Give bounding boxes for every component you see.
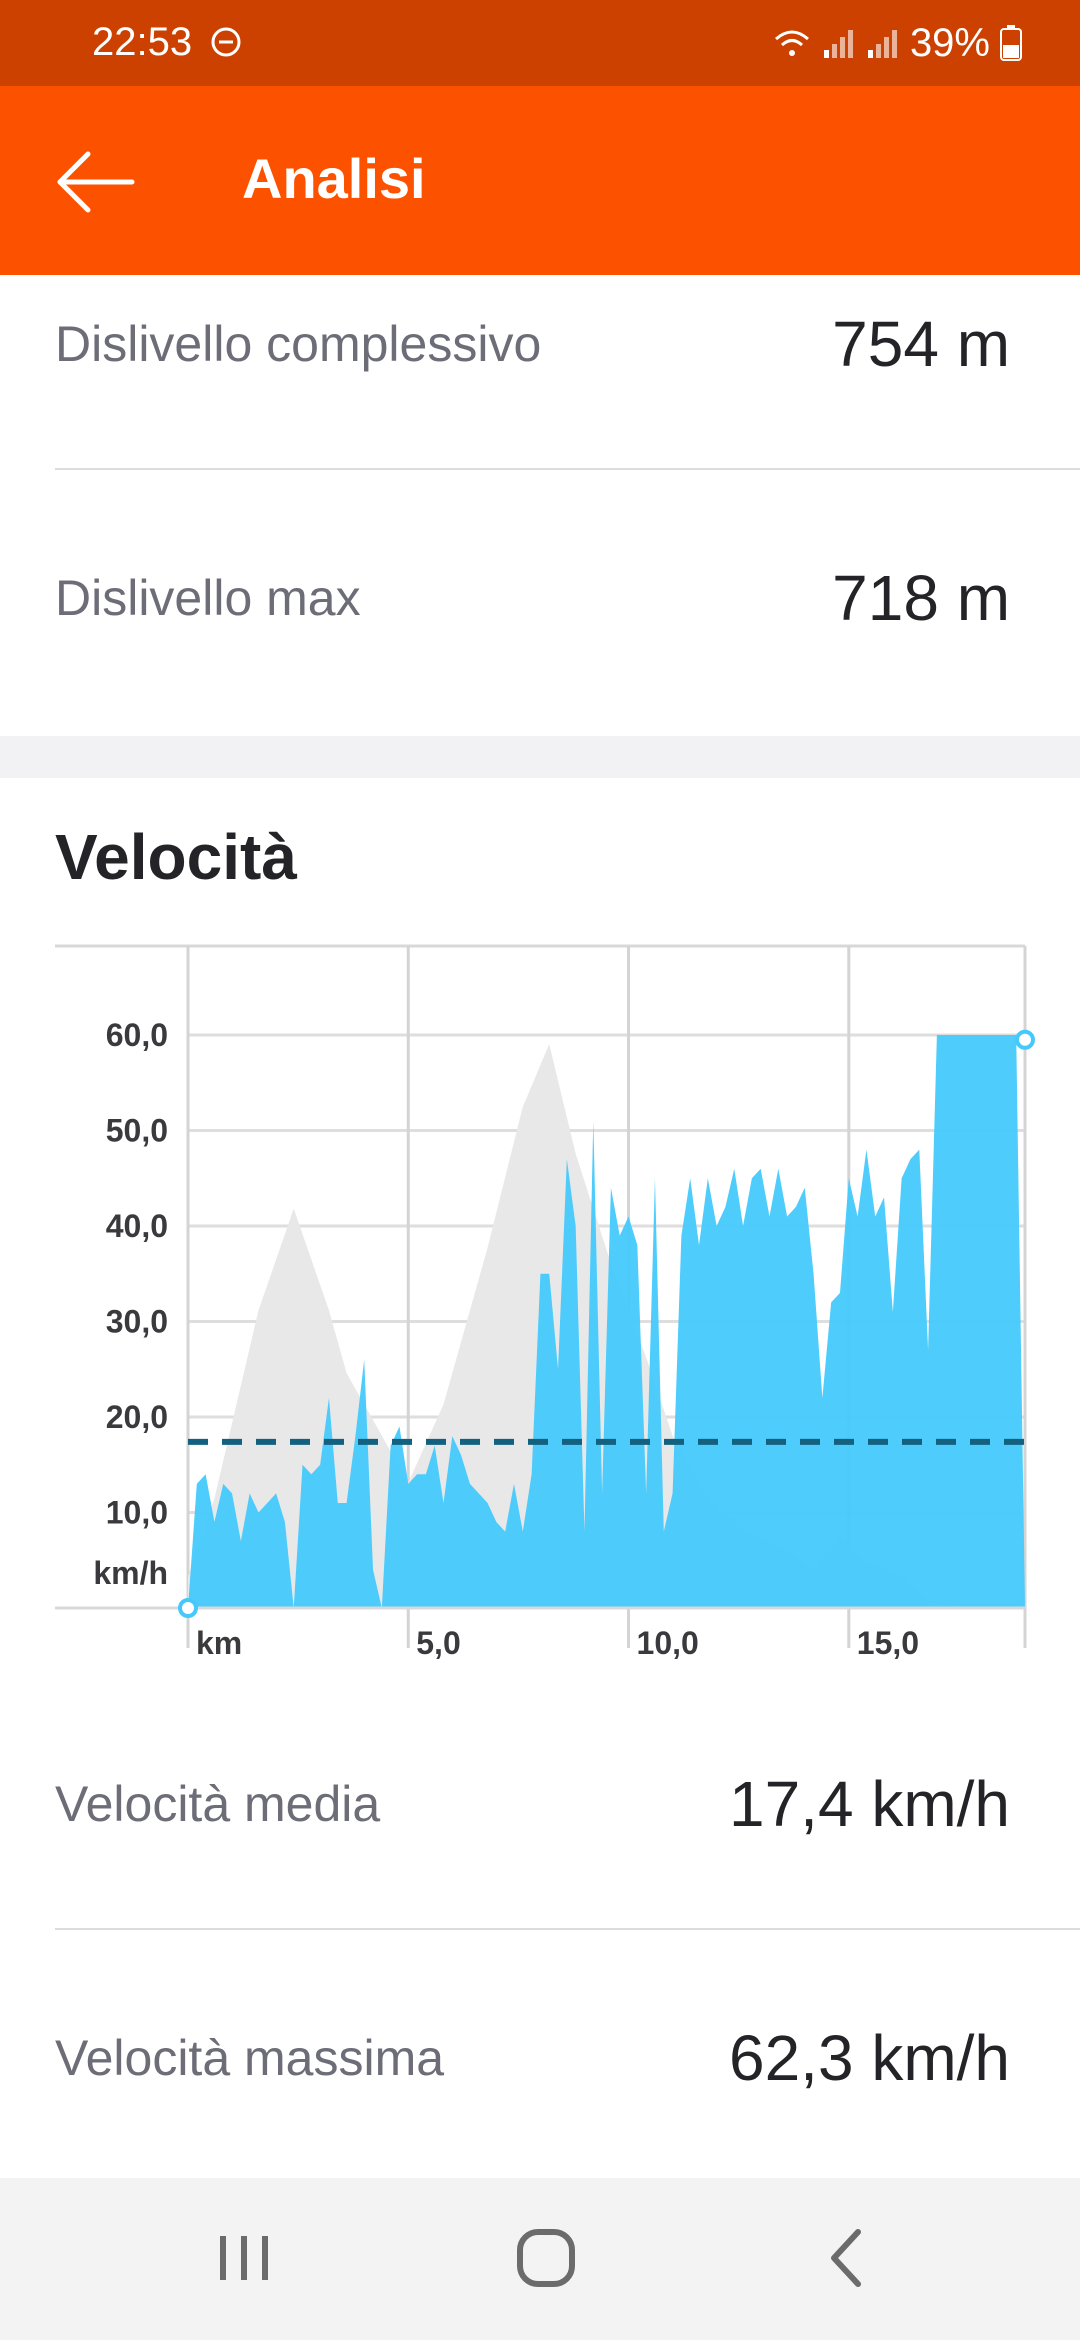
x-tick-label: 15,0 bbox=[857, 1625, 919, 1661]
battery-percent: 39% bbox=[909, 20, 990, 65]
y-tick-label: 30,0 bbox=[106, 1304, 168, 1340]
stat-row-total-elevation: Dislivello complessivo 754 m bbox=[55, 284, 1010, 404]
back-arrow-icon[interactable] bbox=[40, 132, 140, 232]
speed-area bbox=[188, 1035, 1025, 1608]
page-title: Analisi bbox=[242, 147, 426, 210]
app-bar: Analisi bbox=[0, 86, 1080, 275]
speed-chart[interactable]: 10,0 20,0 30,0 40,0 50,0 60,0 km/h km 5,0 10,0 15,… bbox=[0, 930, 1080, 1670]
y-tick-label: 20,0 bbox=[106, 1399, 168, 1435]
speed-chart-svg[interactable]: 10,0 20,0 30,0 40,0 50,0 60,0 km/h km 5,0 10,0 15,… bbox=[0, 930, 1080, 1670]
chart-labels: 10,0 20,0 30,0 40,0 50,0 60,0 km/h km 5,0 10,0 15,… bbox=[93, 1017, 919, 1661]
stat-row-max-elevation: Dislivello max 718 m bbox=[55, 538, 1010, 658]
section-separator bbox=[0, 736, 1080, 778]
wifi-icon bbox=[774, 30, 809, 56]
x-axis-unit-label: km bbox=[196, 1625, 242, 1661]
y-tick-label: 40,0 bbox=[106, 1208, 168, 1244]
home-icon[interactable] bbox=[506, 2218, 586, 2298]
battery-icon bbox=[1000, 25, 1022, 61]
y-axis-unit-label: km/h bbox=[93, 1555, 168, 1591]
section-title-speed: Velocità bbox=[55, 821, 297, 893]
stat-value: 17,4 km/h bbox=[728, 1768, 1010, 1840]
divider bbox=[55, 1928, 1080, 1930]
y-tick-label: 60,0 bbox=[106, 1017, 168, 1053]
stat-value: 718 m bbox=[832, 562, 1010, 634]
x-tick-label: 10,0 bbox=[637, 1625, 699, 1661]
y-tick-label: 10,0 bbox=[106, 1495, 168, 1531]
recent-apps-icon[interactable] bbox=[204, 2218, 284, 2298]
system-nav-bar bbox=[0, 2178, 1080, 2340]
chart-end-marker bbox=[1015, 1029, 1035, 1050]
signal-icon bbox=[823, 30, 853, 58]
stat-label: Dislivello complessivo bbox=[55, 316, 542, 372]
y-tick-label: 50,0 bbox=[106, 1113, 168, 1149]
x-tick-label: 5,0 bbox=[416, 1625, 460, 1661]
system-back-icon[interactable] bbox=[808, 2218, 888, 2298]
chart-start-marker bbox=[178, 1598, 198, 1618]
stat-row-avg-speed: Velocità media 17,4 km/h bbox=[55, 1744, 1010, 1864]
status-time: 22:53 bbox=[92, 20, 193, 64]
stat-label: Dislivello max bbox=[55, 570, 361, 626]
stat-value: 754 m bbox=[832, 308, 1010, 380]
status-indicators: 39% bbox=[772, 18, 1022, 68]
do-not-disturb-icon bbox=[211, 27, 241, 57]
stat-label: Velocità massima bbox=[55, 2030, 445, 2086]
divider bbox=[55, 468, 1080, 470]
stat-row-max-speed: Velocità massima 62,3 km/h bbox=[55, 1998, 1010, 2118]
stat-label: Velocità media bbox=[55, 1776, 381, 1832]
status-bar: 22:53 39% bbox=[0, 0, 1080, 86]
stat-value: 62,3 km/h bbox=[728, 2022, 1010, 2094]
signal-icon-2 bbox=[867, 30, 897, 58]
